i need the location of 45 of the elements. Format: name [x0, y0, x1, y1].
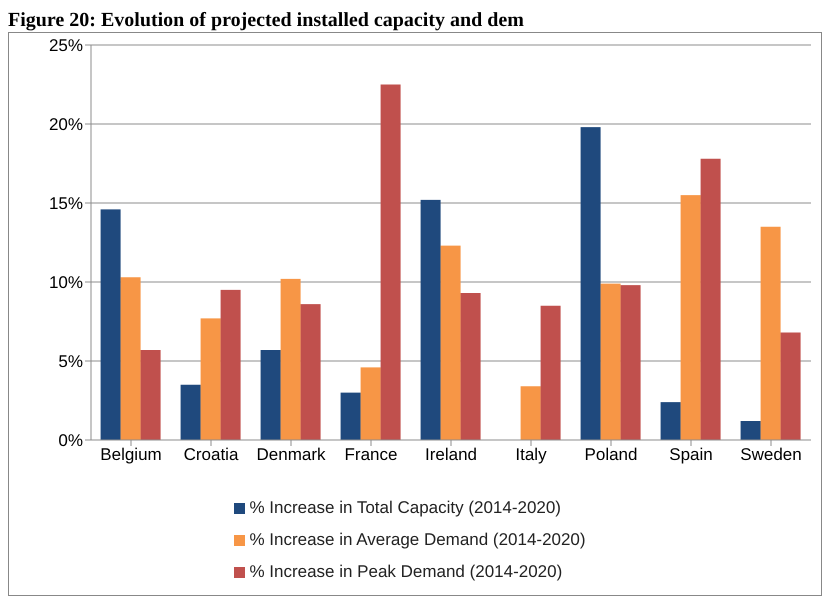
y-tick-label: 10%: [48, 273, 83, 292]
x-tick-label: Croatia: [184, 445, 239, 464]
bar: [540, 306, 561, 440]
bar: [420, 200, 441, 440]
bar: [140, 350, 161, 440]
bar: [700, 158, 721, 440]
bar: [600, 284, 621, 440]
bar: [280, 278, 301, 440]
y-tick-label: 20%: [48, 115, 83, 134]
x-tick-label: Spain: [669, 445, 713, 464]
legend-label: % Increase in Total Capacity (2014-2020): [249, 498, 561, 517]
y-tick-label: 5%: [58, 352, 83, 372]
bar: [620, 285, 641, 440]
bar: [440, 246, 461, 440]
legend-label: % Increase in Average Demand (2014-2020): [249, 530, 586, 549]
x-tick-label: Ireland: [425, 445, 477, 464]
bar: [100, 209, 121, 440]
bar: [180, 384, 201, 440]
x-tick-label: Belgium: [100, 445, 162, 464]
bar: [340, 392, 361, 440]
legend-label: % Increase in Peak Demand (2014-2020): [249, 562, 562, 581]
chart-title: Figure 20: Evolution of projected installed capacity and dem: [8, 8, 525, 32]
bar: [460, 293, 481, 440]
bar: [760, 226, 781, 440]
bar: [780, 332, 801, 440]
bar: [120, 277, 141, 440]
x-tick-label: Italy: [515, 445, 548, 464]
x-tick-label: Poland: [584, 445, 638, 464]
bar: [520, 386, 541, 440]
bar: [300, 304, 321, 440]
y-tick-label: 25%: [48, 36, 83, 56]
x-tick-label: Denmark: [256, 445, 326, 464]
x-tick-label: Sweden: [740, 445, 802, 464]
bar: [660, 402, 681, 440]
bar: [260, 350, 281, 440]
bar: [580, 127, 601, 440]
x-tick-label: France: [344, 445, 398, 464]
bar: [360, 367, 381, 440]
y-tick-label: 0%: [58, 431, 83, 450]
bar: [740, 421, 761, 440]
bar: [380, 84, 401, 440]
bar: [200, 318, 221, 440]
bar: [220, 290, 241, 440]
bar: [680, 195, 701, 440]
y-tick-label: 15%: [48, 194, 83, 214]
